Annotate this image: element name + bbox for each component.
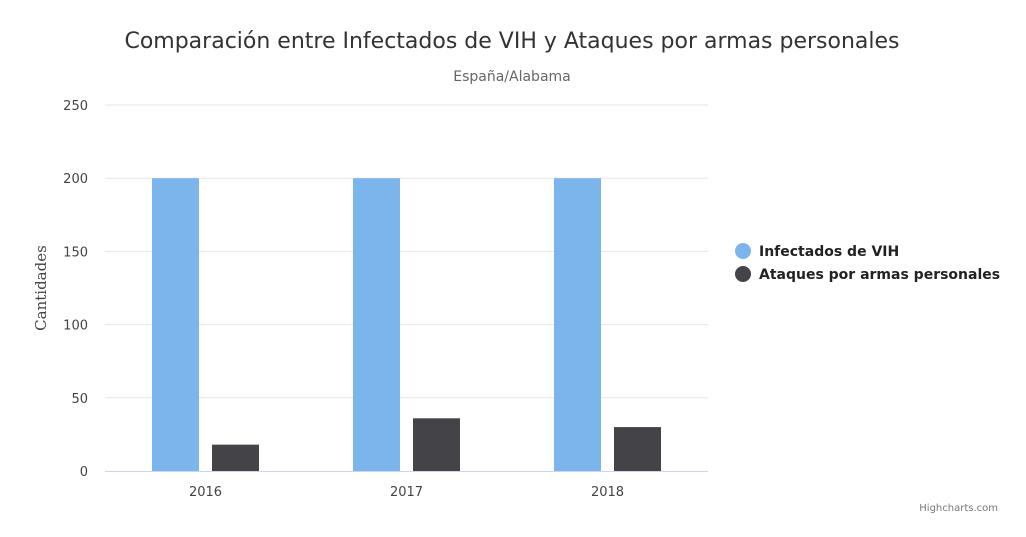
bar-ataques-2016[interactable] <box>212 444 259 471</box>
bar-ataques-2018[interactable] <box>614 427 661 471</box>
y-tick-label: 100 <box>63 319 88 334</box>
y-axis-title: Cantidades <box>32 245 50 331</box>
x-tick-label: 2016 <box>189 485 222 500</box>
chart-subtitle: España/Alabama <box>453 69 571 85</box>
bar-infectados-2017[interactable] <box>353 178 400 471</box>
bars <box>152 178 661 471</box>
x-axis-ticks: 2016 2017 2018 <box>189 485 624 500</box>
legend-marker <box>735 243 751 259</box>
bar-infectados-2018[interactable] <box>554 178 601 471</box>
legend-item[interactable]: Infectados de VIH <box>735 243 899 260</box>
legend-marker <box>735 266 751 282</box>
bar-infectados-2016[interactable] <box>152 178 199 471</box>
chart-title: Comparación entre Infectados de VIH y At… <box>124 29 899 54</box>
legend: Infectados de VIH Ataques por armas perso… <box>735 243 1000 283</box>
x-tick-label: 2017 <box>390 485 423 500</box>
y-tick-label: 200 <box>63 172 88 187</box>
x-tick-label: 2018 <box>591 485 624 500</box>
y-tick-label: 250 <box>63 99 88 114</box>
y-tick-label: 0 <box>80 465 88 480</box>
y-axis-ticks: 0 50 100 150 200 250 <box>63 99 88 480</box>
bar-ataques-2017[interactable] <box>413 418 460 471</box>
legend-label: Ataques por armas personales <box>759 267 1000 283</box>
legend-label: Infectados de VIH <box>759 244 899 260</box>
y-tick-label: 150 <box>63 245 88 260</box>
grid-lines <box>105 104 708 399</box>
y-tick-label: 50 <box>71 392 88 407</box>
credits-link[interactable]: Highcharts.com <box>919 503 998 514</box>
legend-item[interactable]: Ataques por armas personales <box>735 266 1000 283</box>
